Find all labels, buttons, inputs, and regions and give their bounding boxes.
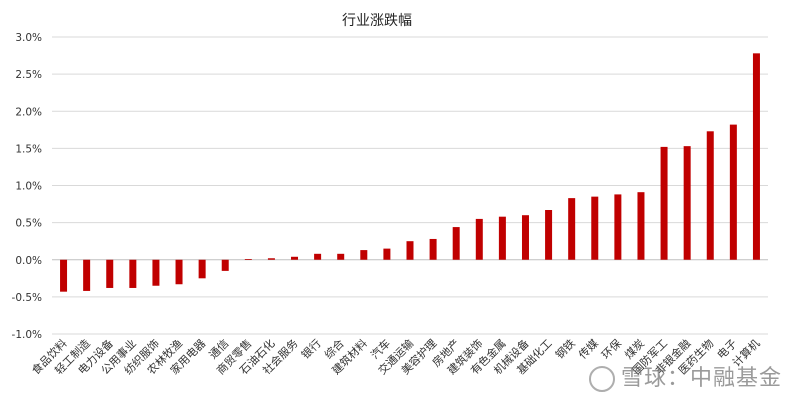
bar — [660, 146, 668, 260]
y-tick-label: 2.0% — [15, 106, 42, 118]
bar — [406, 241, 414, 260]
gridlines — [52, 36, 768, 335]
bar — [521, 215, 529, 260]
y-tick-label: 2.5% — [15, 69, 42, 81]
snowball-logo-icon — [588, 366, 615, 392]
bar — [545, 210, 553, 260]
bar — [314, 253, 322, 260]
x-tick-label: 环保 — [599, 336, 624, 361]
y-tick-label: -1.0% — [12, 329, 42, 341]
bar — [637, 192, 645, 260]
bar — [475, 218, 483, 260]
bar — [244, 259, 252, 260]
bar — [60, 259, 68, 292]
bar — [291, 256, 299, 260]
bar — [383, 248, 391, 260]
bar — [591, 196, 599, 260]
bar — [175, 259, 183, 285]
bar — [568, 198, 576, 260]
x-tick-label: 钢铁 — [553, 337, 578, 362]
bar — [267, 258, 275, 260]
bar — [752, 53, 760, 260]
y-tick-label: 1.5% — [15, 143, 42, 155]
bar — [429, 238, 437, 260]
bar — [198, 259, 206, 279]
y-tick-label: -0.5% — [12, 292, 42, 304]
watermark-text: 雪球：中融基金 — [620, 366, 782, 391]
y-axis: 3.0% 2.5% 2.0% 1.5% 1.0% 0.5% 0.0% -0.5% -1.0% — [12, 32, 42, 341]
bar — [498, 216, 506, 260]
bar — [221, 259, 229, 271]
bar — [683, 146, 691, 260]
bar — [152, 259, 160, 286]
chart-title: 行业涨跌幅 — [342, 13, 412, 29]
bar — [452, 227, 460, 260]
bar — [106, 259, 114, 288]
y-tick-label: 0.0% — [15, 255, 42, 267]
bar — [337, 253, 345, 260]
x-tick-label: 银行 — [298, 336, 323, 361]
bar — [360, 250, 368, 260]
bar — [129, 259, 137, 288]
watermark: 雪球：中融基金 — [588, 360, 782, 392]
y-tick-label: 0.5% — [15, 218, 42, 230]
bar-series — [60, 53, 760, 292]
x-tick-label: 传媒 — [576, 337, 601, 362]
bar — [614, 194, 622, 260]
bar — [706, 131, 714, 260]
y-tick-label: 1.0% — [15, 181, 42, 193]
y-tick-label: 3.0% — [15, 32, 42, 44]
bar — [83, 259, 91, 291]
bar — [729, 124, 737, 260]
